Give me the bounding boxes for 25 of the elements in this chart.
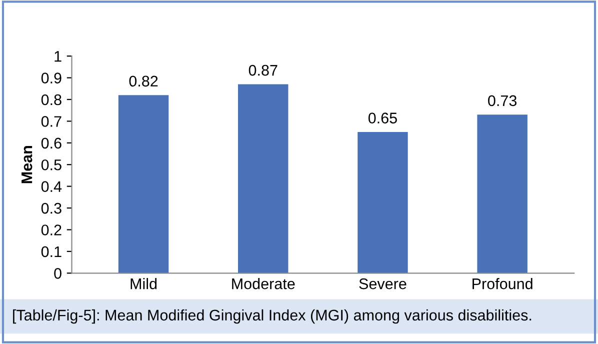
y-tick-label: 0.9 xyxy=(41,72,62,84)
data-label: 0.65 xyxy=(368,112,397,124)
y-tick-label: 0.8 xyxy=(41,94,62,106)
x-tick-label: Severe xyxy=(359,278,406,290)
bar xyxy=(477,114,528,274)
bar xyxy=(358,132,408,274)
x-tick-label: Profound xyxy=(472,278,532,290)
y-tick-label: 0.7 xyxy=(41,116,62,127)
y-tick-label: 0.3 xyxy=(41,202,62,214)
data-label: 0.87 xyxy=(248,64,278,76)
x-tick-label: Mild xyxy=(130,278,157,290)
text: [Table/Fig-5]: Mean Modified Gingival Index (MGI) among various disabilities. xyxy=(13,309,532,324)
x-tick-label: Moderate xyxy=(232,278,295,290)
y-tick-label: 0.1 xyxy=(41,246,62,258)
data-label: 0.73 xyxy=(488,95,517,106)
y-tick-label: 0.4 xyxy=(41,181,62,192)
y-axis-title: Mean xyxy=(22,146,32,184)
bar xyxy=(238,84,288,274)
y-tick-label: 1 xyxy=(54,51,62,62)
bar xyxy=(118,95,169,274)
y-tick-label: 0.6 xyxy=(41,138,62,149)
y-tick-label: 0.5 xyxy=(41,159,62,170)
data-label: 0.82 xyxy=(129,76,158,87)
y-tick-label: 0.2 xyxy=(41,224,62,236)
y-tick-label: 0 xyxy=(54,268,62,279)
